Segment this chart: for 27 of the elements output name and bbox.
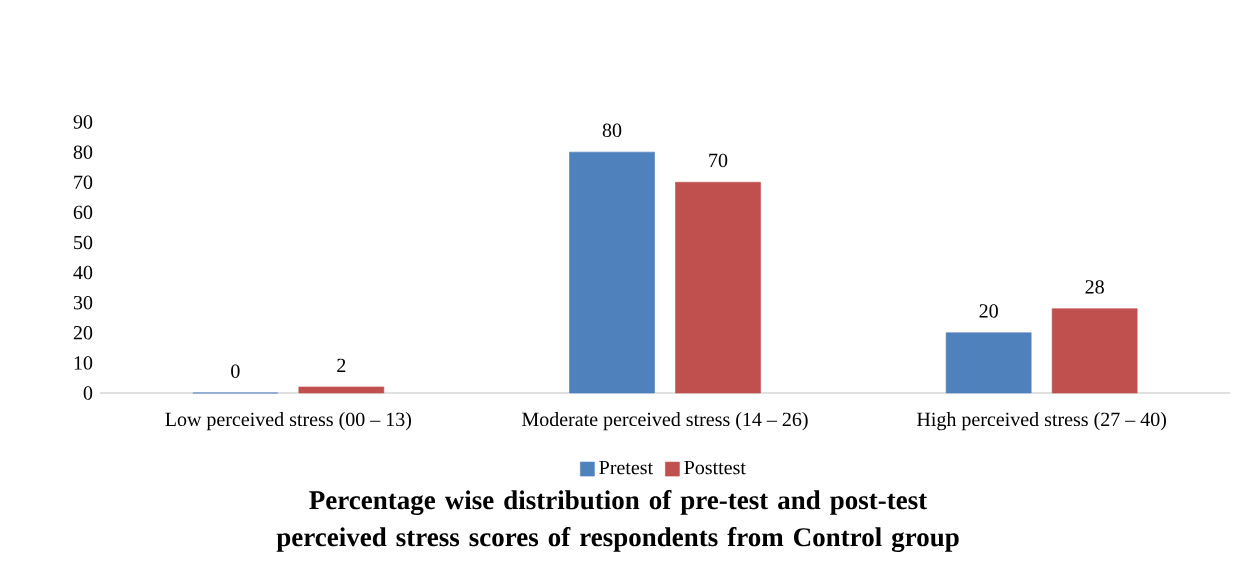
text: Percentage wise distribution of pre-test and post-test perceived stress scores of respondents from Control group <box>276 490 959 553</box>
x-tick-label: Low perceived stress (00 – 13) <box>165 412 412 431</box>
data-label: 0 <box>231 364 240 378</box>
y-tick-label: 20 <box>73 326 93 340</box>
y-tick-label: 80 <box>73 145 93 159</box>
bar <box>1051 308 1138 394</box>
y-tick-label: 10 <box>74 356 93 370</box>
y-tick-label: 90 <box>73 115 93 129</box>
data-label: 80 <box>602 123 622 138</box>
bar <box>569 151 655 394</box>
data-label: 70 <box>709 153 728 168</box>
y-tick-label: 60 <box>73 205 93 220</box>
y-tick-label: 50 <box>74 235 93 250</box>
y-tick-label: 40 <box>73 265 93 280</box>
bar <box>945 332 1032 394</box>
bar <box>298 386 385 394</box>
bar <box>675 181 761 394</box>
x-tick-label: High perceived stress (27 – 40) <box>916 412 1166 431</box>
data-label: 2 <box>337 358 346 372</box>
data-label: 20 <box>979 304 998 318</box>
data-label: 28 <box>1085 280 1104 294</box>
legend-label: Posttest <box>684 460 746 475</box>
y-tick-label: 30 <box>73 295 93 310</box>
legend-label: Pretest <box>599 460 654 475</box>
y-tick-label: 70 <box>74 175 93 189</box>
y-tick-label: 0 <box>83 386 93 400</box>
x-tick-label: Moderate perceived stress (14 – 26) <box>522 412 808 431</box>
